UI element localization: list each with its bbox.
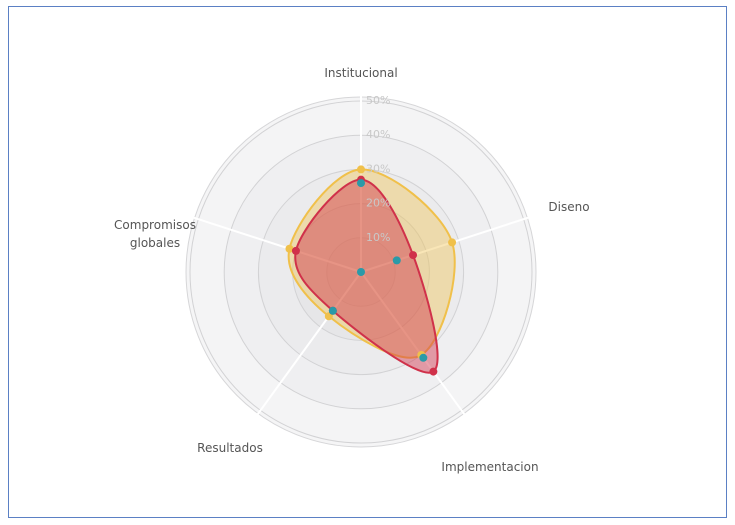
data-point — [448, 238, 457, 247]
data-point — [285, 244, 294, 253]
data-point — [409, 251, 418, 260]
r-tick-label: 50% — [366, 94, 390, 107]
axis-label: Institucional — [324, 66, 398, 80]
frame — [8, 6, 727, 518]
r-tick-label: 40% — [366, 128, 390, 141]
data-point — [291, 246, 300, 255]
data-point — [357, 179, 365, 188]
data-point — [429, 367, 438, 376]
series-area — [294, 178, 439, 374]
r-tick-label: 20% — [366, 197, 390, 210]
data-point — [392, 256, 401, 265]
axis-line — [165, 207, 362, 273]
axis-label: Diseno — [548, 200, 590, 214]
data-point — [357, 268, 365, 276]
data-point — [357, 165, 365, 174]
axis-label: Resultados — [197, 441, 263, 455]
r-tick-label: 10% — [366, 231, 390, 244]
r-tick-label: 30% — [366, 162, 390, 175]
data-point — [324, 312, 333, 321]
axis-line — [239, 271, 362, 439]
data-point — [328, 306, 337, 315]
axis-label: Compromisos globales — [114, 218, 196, 250]
data-point — [419, 353, 428, 362]
axis-label: Implementacion — [441, 460, 539, 474]
